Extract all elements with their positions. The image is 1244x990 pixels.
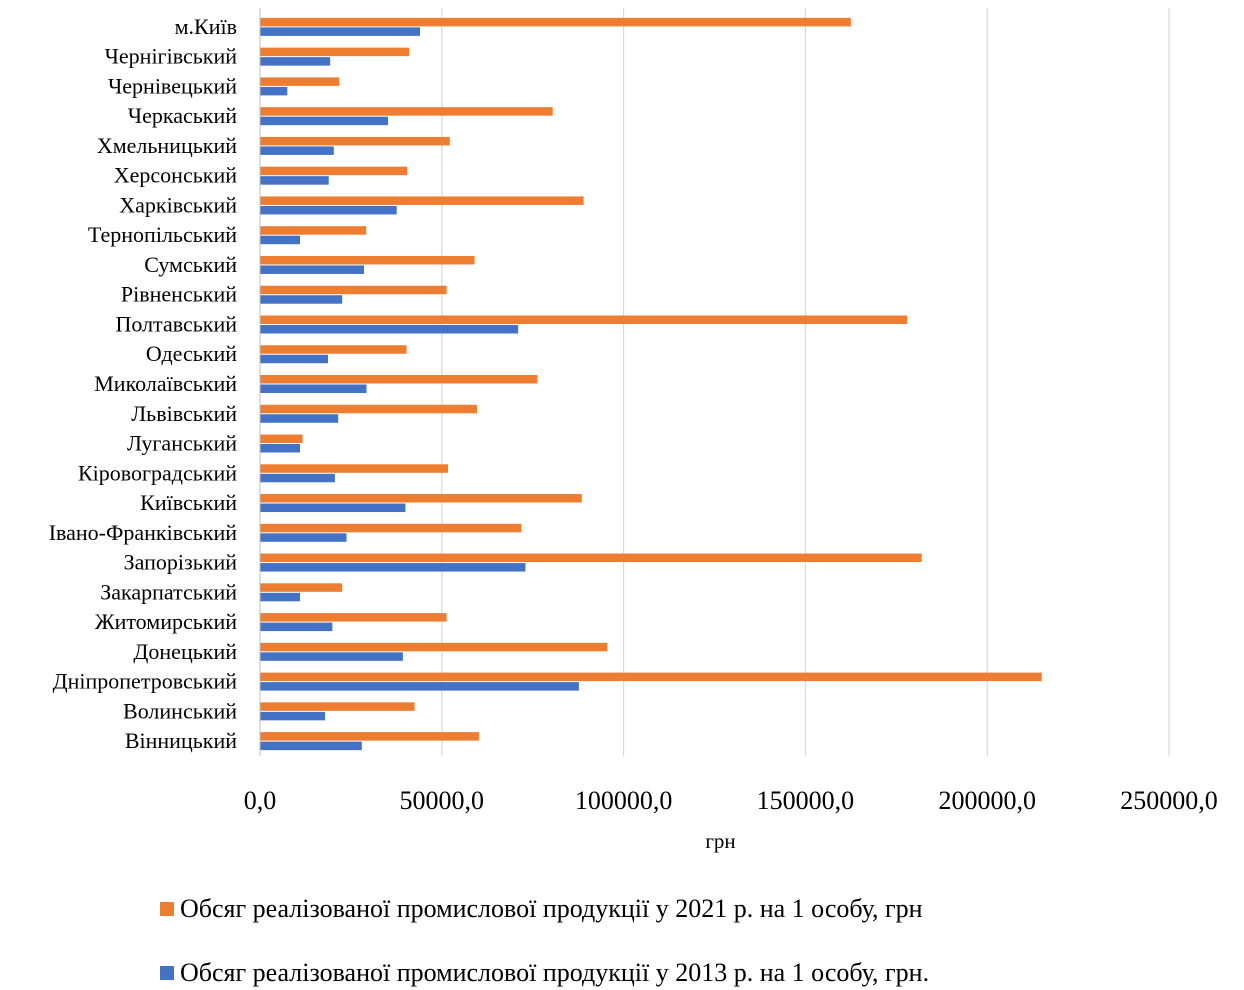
category-label: Одеський — [146, 341, 237, 366]
bar-2021 — [260, 464, 448, 473]
category-label: Хмельницький — [97, 133, 237, 158]
bar-2021 — [260, 732, 479, 741]
bar-2021 — [260, 136, 450, 146]
x-tick-label: 200000,0 — [938, 786, 1036, 815]
bar-2013 — [260, 741, 362, 751]
bar-2013 — [260, 235, 300, 245]
x-tick-label: 50000,0 — [400, 786, 485, 815]
bar-2021 — [260, 375, 538, 384]
bar-2013 — [260, 57, 331, 66]
category-label: Дніпропетровський — [53, 669, 238, 694]
category-label: Черкаський — [128, 103, 237, 128]
legend-swatch-2021 — [160, 902, 174, 916]
bar-2021 — [260, 702, 415, 711]
bar-2021 — [260, 523, 522, 533]
category-labels: м.Київ Чернігівський Чернівецький Черкаськи… — [49, 14, 238, 753]
x-tick-label: 250000,0 — [1120, 786, 1218, 815]
bar-2013 — [260, 116, 388, 126]
bar-2013 — [260, 533, 347, 542]
x-tick-label: 150000,0 — [757, 786, 855, 815]
category-label: Волинський — [123, 698, 237, 723]
bar-2013 — [260, 146, 334, 155]
category-label: Миколаївський — [94, 371, 237, 396]
bar-2013 — [260, 682, 579, 691]
bar-2021 — [260, 17, 851, 27]
bars — [260, 17, 1042, 751]
legend-label-2021: Обсяг реалізованої промислової продукції… — [180, 894, 923, 923]
x-tick-label: 100000,0 — [575, 786, 673, 815]
bar-2013 — [260, 652, 403, 661]
category-label: Тернопільський — [88, 222, 237, 247]
bar-2013 — [260, 265, 364, 274]
category-label: Львівський — [131, 401, 237, 426]
bar-2013 — [260, 444, 300, 453]
category-label: Закарпатський — [100, 579, 237, 604]
bar-2021 — [260, 226, 367, 235]
bar-2013 — [260, 324, 519, 334]
bar-2021 — [260, 642, 608, 652]
category-label: Київський — [140, 490, 237, 515]
category-label: Чернігівський — [105, 44, 238, 69]
category-label: Полтавський — [115, 311, 237, 336]
legend-item-2013: Обсяг реалізованої промислової продукції… — [160, 956, 929, 990]
bar-2021 — [260, 285, 447, 295]
gridlines — [441, 8, 1170, 756]
bar-2013 — [260, 295, 343, 304]
bar-2013 — [260, 205, 397, 215]
bar-2021 — [260, 434, 303, 444]
bar-2021 — [260, 47, 410, 57]
bar-2021 — [260, 107, 553, 116]
x-tick-label: 0,0 — [244, 786, 277, 815]
bar-2013 — [260, 711, 326, 721]
bar-2013 — [260, 592, 300, 602]
bar-2021 — [260, 494, 582, 503]
bar-2021 — [260, 166, 408, 176]
bar-2021 — [260, 345, 407, 354]
bar-2021 — [260, 196, 584, 205]
bar-2021 — [260, 672, 1042, 682]
legend-label-2013: Обсяг реалізованої промислової продукції… — [180, 958, 930, 987]
category-label: Чернівецький — [108, 73, 237, 98]
legend-swatch-2013 — [160, 966, 174, 980]
bar-2013 — [260, 384, 367, 393]
bar-2021 — [260, 315, 908, 324]
legend: Обсяг реалізованої промислової продукції… — [160, 892, 929, 990]
bar-2013 — [260, 86, 288, 96]
bar-2013 — [260, 414, 339, 423]
category-label: Сумський — [144, 252, 237, 277]
category-label: Рівненський — [121, 282, 237, 307]
category-label: Запорізький — [124, 550, 238, 575]
category-label: Житомирський — [95, 609, 237, 634]
legend-item-2021: Обсяг реалізованої промислової продукції… — [160, 892, 929, 926]
category-label: Харківський — [119, 192, 237, 217]
bar-2013 — [260, 354, 328, 364]
bar-2013 — [260, 622, 333, 632]
category-label: Луганський — [127, 431, 237, 456]
bar-2013 — [260, 563, 526, 572]
bar-2021 — [260, 255, 475, 265]
x-tick-labels: 0,0 50000,0 100000,0 150000,0 200000,0 250000… — [244, 786, 1218, 815]
bar-2013 — [260, 176, 329, 185]
category-label: Вінницький — [125, 728, 237, 753]
category-label: Івано-Франківський — [49, 520, 238, 545]
category-label: Кіровоградський — [78, 460, 237, 485]
x-axis-title: грн — [705, 829, 735, 853]
bar-2013 — [260, 473, 335, 483]
bar-2021 — [260, 404, 478, 414]
bar-2021 — [260, 583, 343, 592]
bar-2021 — [260, 553, 922, 563]
category-label: Херсонський — [114, 163, 237, 188]
bar-2013 — [260, 503, 406, 513]
bar-2021 — [260, 613, 447, 622]
bar-2021 — [260, 77, 340, 86]
bar-chart: м.Київ Чернігівський Чернівецький Черкаськи… — [49, 8, 1218, 853]
category-label: м.Київ — [175, 14, 237, 39]
bar-2013 — [260, 27, 420, 36]
category-label: Донецький — [133, 639, 237, 664]
